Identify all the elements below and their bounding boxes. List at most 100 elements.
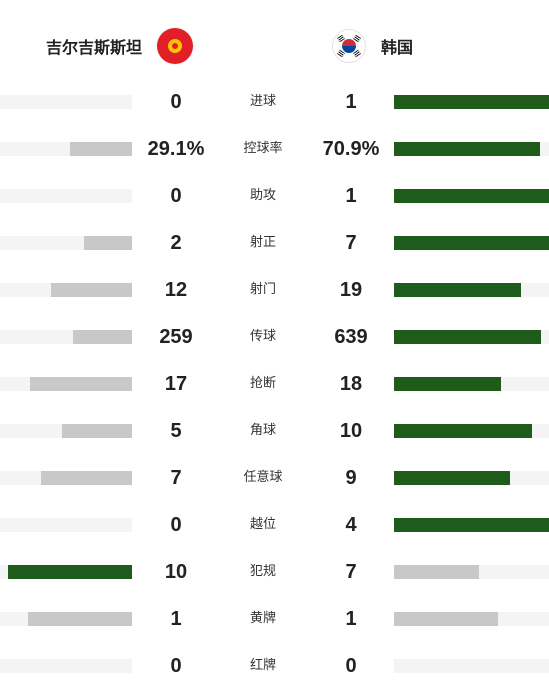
away-stat-value: 1: [345, 91, 357, 113]
away-bar-track: [394, 424, 549, 438]
away-bar-fill: [394, 518, 549, 532]
away-stat-value: 19: [339, 279, 363, 301]
away-bar-fill: [394, 189, 549, 203]
home-bar-track: [0, 142, 132, 156]
kyrgyzstan-flag-icon: [157, 28, 194, 64]
stat-label: 传球: [249, 329, 276, 344]
stat-label: 越位: [249, 517, 276, 532]
away-bar-track: [394, 377, 549, 391]
away-bar-track: [394, 612, 549, 626]
home-stat-value: 12: [164, 279, 188, 301]
away-bar-track: [394, 330, 549, 344]
home-bar-fill: [73, 330, 132, 344]
stat-label: 控球率: [243, 141, 283, 156]
away-bar-fill: [394, 142, 540, 156]
away-bar-fill: [394, 330, 541, 344]
south-korea-flag-icon: [333, 30, 365, 62]
home-stat-value: 29.1%: [147, 138, 205, 160]
stat-row: 0 进球 1: [0, 87, 549, 117]
stat-label: 助攻: [249, 188, 276, 203]
stat-label: 红牌: [249, 658, 276, 673]
home-stat-value: 10: [164, 561, 188, 583]
away-stat-value: 639: [334, 326, 368, 348]
stat-row: 7 任意球 9: [0, 463, 549, 493]
away-team[interactable]: 韩国: [333, 30, 413, 62]
away-bar-fill: [394, 471, 510, 485]
away-stat-value: 9: [345, 467, 357, 489]
home-stat-value: 0: [170, 514, 182, 536]
away-bar-track: [394, 142, 549, 156]
stat-row: 10 犯规 7: [0, 557, 549, 587]
stat-label: 黄牌: [249, 611, 276, 626]
stat-label: 任意球: [243, 470, 283, 485]
stat-label: 射门: [249, 282, 276, 297]
home-bar-fill: [28, 612, 132, 626]
home-stat-value: 17: [164, 373, 188, 395]
away-bar-fill: [394, 565, 479, 579]
home-stat-value: 7: [170, 467, 182, 489]
home-stat-value: 2: [170, 232, 182, 254]
away-bar-fill: [394, 236, 549, 250]
away-stat-value: 1: [345, 185, 357, 207]
home-team[interactable]: 吉尔吉斯斯坦: [46, 28, 194, 64]
home-bar-track: [0, 330, 132, 344]
match-header: 吉尔吉斯斯坦 韩国: [0, 0, 549, 95]
home-stat-value: 1: [170, 608, 182, 630]
away-bar-track: [394, 659, 549, 673]
home-bar-fill: [70, 142, 132, 156]
stat-row: 17 抢断 18: [0, 369, 549, 399]
home-bar-fill: [8, 565, 132, 579]
home-bar-track: [0, 518, 132, 532]
stat-label: 射正: [249, 235, 276, 250]
away-team-name: 韩国: [381, 38, 414, 57]
away-bar-track: [394, 189, 549, 203]
stat-label: 抢断: [249, 376, 276, 391]
home-bar-fill: [51, 283, 132, 297]
stat-row: 12 射门 19: [0, 275, 549, 305]
away-bar-fill: [394, 95, 549, 109]
away-stat-value: 18: [339, 373, 363, 395]
away-stat-value: 4: [345, 514, 357, 536]
stat-label: 犯规: [249, 564, 276, 579]
stat-row: 0 助攻 1: [0, 181, 549, 211]
stat-row: 29.1% 控球率 70.9%: [0, 134, 549, 164]
home-bar-track: [0, 471, 132, 485]
stat-row: 259 传球 639: [0, 322, 549, 352]
stat-label: 角球: [249, 423, 276, 438]
home-bar-track: [0, 189, 132, 203]
stat-row: 0 红牌 0: [0, 651, 549, 681]
home-stat-value: 259: [159, 326, 193, 348]
away-bar-fill: [394, 283, 521, 297]
away-stat-value: 7: [345, 561, 357, 583]
away-bar-track: [394, 565, 549, 579]
away-bar-track: [394, 236, 549, 250]
home-bar-track: [0, 283, 132, 297]
stat-row: 2 射正 7: [0, 228, 549, 258]
home-bar-track: [0, 95, 132, 109]
away-bar-fill: [394, 424, 532, 438]
home-stat-value: 0: [170, 185, 182, 207]
away-stat-value: 10: [339, 420, 363, 442]
away-bar-track: [394, 283, 549, 297]
away-stat-value: 7: [345, 232, 357, 254]
away-bar-fill: [394, 612, 498, 626]
stat-row: 5 角球 10: [0, 416, 549, 446]
stat-row: 1 黄牌 1: [0, 604, 549, 634]
home-stat-value: 0: [170, 655, 182, 677]
home-bar-track: [0, 424, 132, 438]
away-bar-fill: [394, 377, 501, 391]
home-team-name: 吉尔吉斯斯坦: [46, 38, 143, 57]
home-bar-track: [0, 612, 132, 626]
home-bar-track: [0, 659, 132, 673]
home-bar-fill: [62, 424, 132, 438]
stat-label: 进球: [249, 94, 276, 109]
home-stat-value: 5: [170, 420, 182, 442]
home-bar-track: [0, 236, 132, 250]
stat-row: 0 越位 4: [0, 510, 549, 540]
home-bar-track: [0, 565, 132, 579]
away-stat-value: 1: [345, 608, 357, 630]
away-stat-value: 70.9%: [322, 138, 380, 160]
home-bar-fill: [30, 377, 132, 391]
away-bar-track: [394, 471, 549, 485]
away-bar-track: [394, 518, 549, 532]
